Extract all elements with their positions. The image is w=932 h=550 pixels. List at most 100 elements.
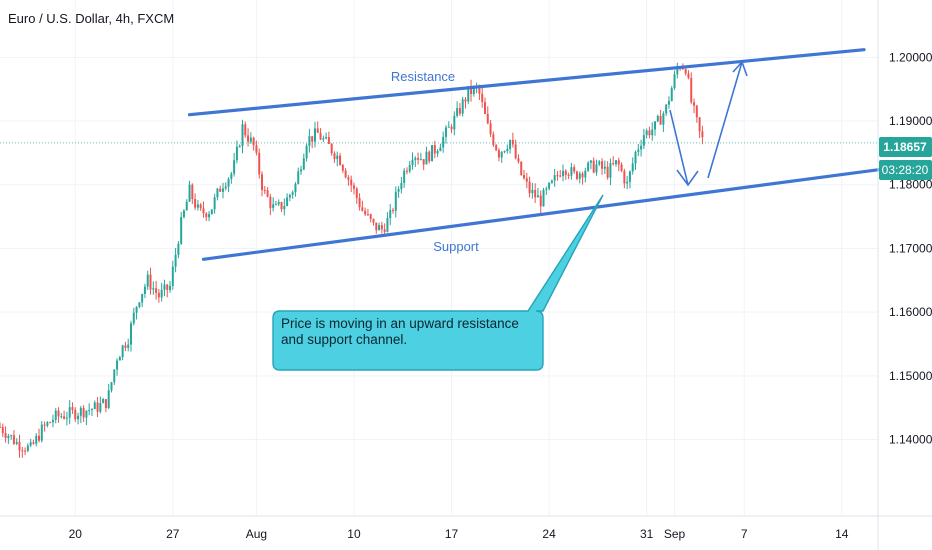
candle-body xyxy=(210,209,213,215)
candle-body xyxy=(364,210,367,215)
candle-body xyxy=(51,419,54,423)
candle-body xyxy=(311,136,314,142)
candle-body xyxy=(603,166,606,169)
projection-arrows[interactable] xyxy=(669,60,748,187)
candle-body xyxy=(269,196,272,209)
candle-body xyxy=(32,442,35,444)
candle-body xyxy=(366,214,369,216)
candle-body xyxy=(425,151,428,165)
candle-body xyxy=(433,145,436,154)
candle-body xyxy=(623,171,626,184)
callout[interactable] xyxy=(272,194,604,371)
candle-body xyxy=(43,424,46,426)
candle-body xyxy=(146,274,149,287)
candle-body xyxy=(127,344,130,348)
price-tick-label: 1.18000 xyxy=(889,178,932,192)
candle-body xyxy=(297,171,300,184)
candle-body xyxy=(60,416,63,418)
candle-body xyxy=(628,171,631,182)
time-tick-label: 17 xyxy=(445,527,459,541)
candle-body xyxy=(221,188,224,192)
candle-body xyxy=(12,435,15,444)
candle-body xyxy=(375,222,378,231)
candle-body xyxy=(230,173,233,179)
candle-body xyxy=(665,104,668,114)
candle-body xyxy=(10,435,13,437)
price-tick-label: 1.16000 xyxy=(889,305,932,319)
candle-body xyxy=(419,159,422,161)
candle-body xyxy=(486,113,489,124)
candle-body xyxy=(96,402,99,412)
candle-body xyxy=(249,137,252,142)
candle-body xyxy=(132,312,135,324)
up-arrow-icon[interactable] xyxy=(707,60,748,179)
candle-body xyxy=(701,131,704,138)
candle-body xyxy=(124,345,127,348)
price-tick-label: 1.15000 xyxy=(889,369,932,383)
candle-body xyxy=(483,102,486,114)
candle-body xyxy=(155,288,158,293)
candle-body xyxy=(684,69,687,74)
candle-body xyxy=(286,197,289,206)
candle-body xyxy=(439,147,442,152)
candle-body xyxy=(358,197,361,208)
candle-body xyxy=(637,149,640,152)
candle-body xyxy=(344,170,347,178)
time-tick-label: 7 xyxy=(741,527,748,541)
resistance-trendline[interactable] xyxy=(187,48,866,117)
candle-body xyxy=(280,202,283,210)
candle-body xyxy=(581,173,584,178)
candle-body xyxy=(29,442,32,446)
time-tick-label: Sep xyxy=(664,527,686,541)
candle-body xyxy=(77,415,80,420)
candle-body xyxy=(219,188,222,192)
candle-body xyxy=(252,137,255,146)
candle-body xyxy=(196,204,199,208)
candle-body xyxy=(90,409,93,411)
candle-body xyxy=(149,274,152,290)
candle-body xyxy=(589,160,592,163)
candle-body xyxy=(333,153,336,160)
candle-body xyxy=(645,130,648,136)
candle-body xyxy=(205,213,208,218)
candle-body xyxy=(383,229,386,232)
candle-body xyxy=(651,129,654,136)
candle-body xyxy=(584,170,587,178)
callout-text-box: Price is moving in an upward resistance … xyxy=(281,316,519,347)
current-price-label: 1.18657 xyxy=(883,140,927,154)
down-arrow-icon[interactable] xyxy=(669,109,699,187)
candle-body xyxy=(506,149,509,152)
callout-bubble[interactable] xyxy=(272,194,604,371)
candle-body xyxy=(575,171,578,179)
candle-body xyxy=(698,117,701,132)
candle-body xyxy=(274,204,277,206)
candle-body xyxy=(313,128,316,142)
candle-body xyxy=(255,145,258,153)
candle-body xyxy=(18,441,21,451)
candle-body xyxy=(213,197,216,210)
candle-body xyxy=(695,105,698,118)
candle-body xyxy=(606,166,609,178)
candle-body xyxy=(559,175,562,177)
candle-body xyxy=(202,208,205,214)
candle-body xyxy=(291,192,294,195)
candle-body xyxy=(177,243,180,255)
candle-body xyxy=(531,189,534,194)
candle-body xyxy=(171,266,174,286)
price-axis[interactable]: 1.20000 1.19000 1.18000 1.17000 1.16000 1.150… xyxy=(889,50,932,446)
candle-body xyxy=(394,191,397,211)
candle-body xyxy=(169,285,172,290)
time-axis[interactable]: 20 27 Aug 10 17 24 31 Sep 7 14 xyxy=(69,527,849,541)
callout-text: Price is moving in an upward resistance … xyxy=(281,316,519,347)
support-trendline[interactable] xyxy=(201,164,907,261)
candle-body xyxy=(235,146,238,161)
candle-body xyxy=(481,93,484,103)
candle-body xyxy=(548,182,551,189)
symbol-title[interactable]: Euro / U.S. Dollar, 4h, FXCM xyxy=(8,11,174,26)
candle-body xyxy=(417,158,420,160)
candle-body xyxy=(614,160,617,165)
candle-body xyxy=(447,126,450,128)
candle-body xyxy=(266,190,269,197)
